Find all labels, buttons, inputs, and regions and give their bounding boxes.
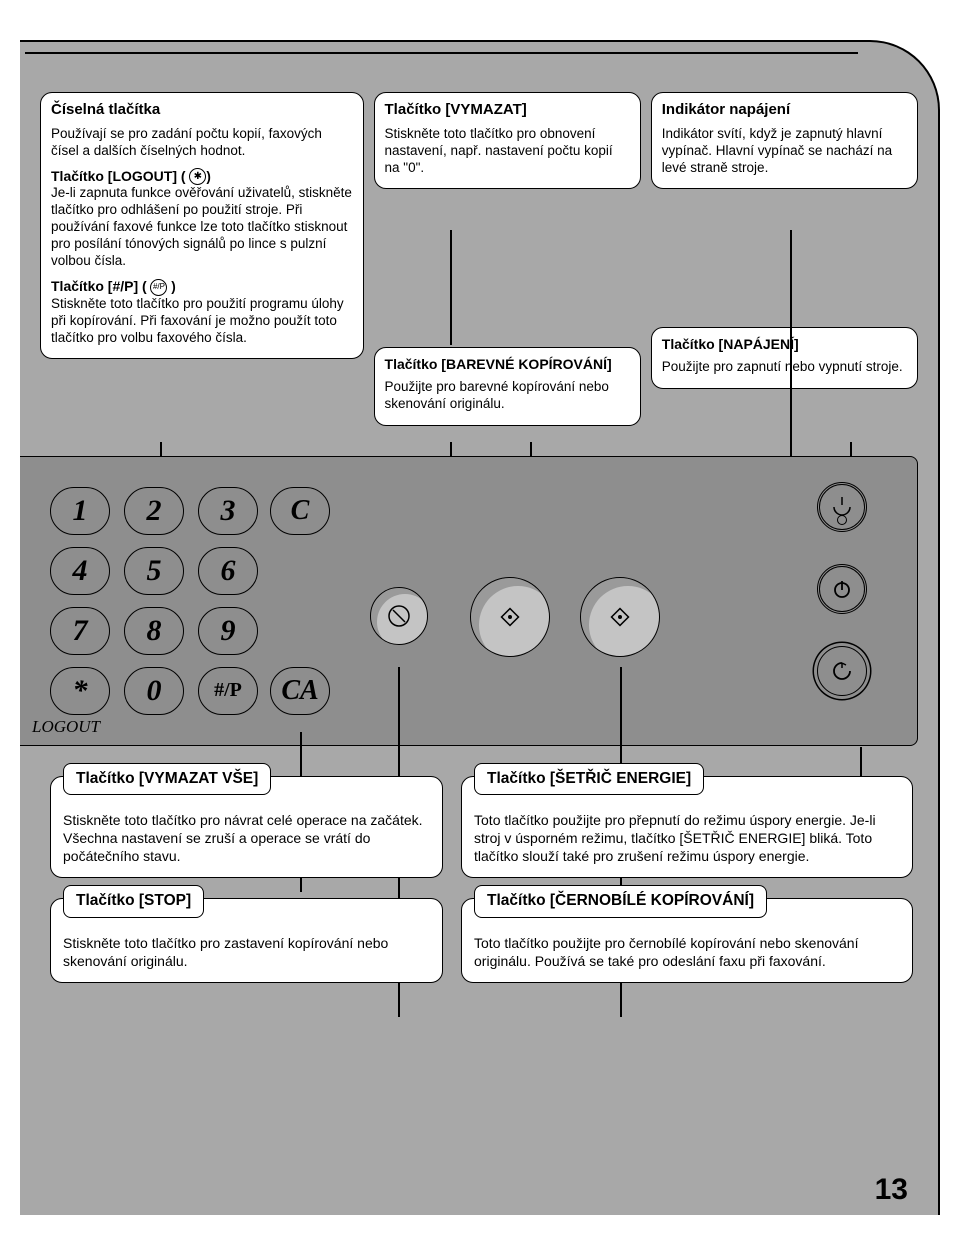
callout-clear: Tlačítko [VYMAZAT] Stiskněte toto tlačít… (374, 92, 641, 189)
power-led (837, 515, 847, 525)
top-callouts: Číselná tlačítka Používají se pro zadání… (20, 92, 938, 426)
key-hash-p[interactable]: #/P (198, 667, 258, 715)
control-panel: 1 2 3 4 5 6 7 8 9 * 0 #/P C CA LOGOUT (20, 456, 918, 746)
numeric-keypad: 1 2 3 4 5 6 7 8 9 * 0 #/P (50, 487, 258, 715)
color-copy-button[interactable] (470, 577, 550, 657)
hash-p-icon: #/P (150, 279, 167, 296)
key-star[interactable]: * (50, 667, 110, 715)
callout-body: Použijte pro zapnutí nebo vypnutí stroje… (662, 359, 907, 376)
callout-title: Tlačítko [VYMAZAT] (385, 101, 630, 120)
callout-body: Stiskněte toto tlačítko pro zastavení ko… (63, 934, 430, 970)
callout-body: Toto tlačítko použijte pro přepnutí do r… (474, 811, 900, 866)
callout-body: Používají se pro zadání počtu kopií, fax… (51, 126, 353, 160)
energy-saver-button[interactable] (817, 646, 867, 696)
callout-body: Indikátor svítí, když je zapnutý hlavní … (662, 126, 907, 177)
key-6[interactable]: 6 (198, 547, 258, 595)
bottom-callouts: Tlačítko [VYMAZAT VŠE] Stiskněte toto tl… (20, 776, 938, 983)
bw-copy-button[interactable] (580, 577, 660, 657)
manual-page: Číselná tlačítka Používají se pro zadání… (20, 40, 940, 1215)
diamond-start-icon (607, 604, 633, 630)
key-0[interactable]: 0 (124, 667, 184, 715)
callout-power-indicator: Indikátor napájení Indikátor svítí, když… (651, 92, 918, 189)
logout-body: Je-li zapnuta funkce ověřování uživatelů… (51, 185, 352, 268)
key-8[interactable]: 8 (124, 607, 184, 655)
callout-title: Tlačítko [ČERNOBÍLÉ KOPÍROVÁNÍ] (474, 885, 767, 917)
key-clear[interactable]: C (270, 487, 330, 535)
energy-saver-icon (831, 660, 853, 682)
stop-icon (388, 605, 410, 627)
page-number: 13 (875, 1173, 908, 1207)
callout-power-button: Tlačítko [NAPÁJENÍ] Použijte pro zapnutí… (651, 327, 918, 388)
key-4[interactable]: 4 (50, 547, 110, 595)
callout-body: Stiskněte toto tlačítko pro návrat celé … (63, 811, 430, 866)
key-2[interactable]: 2 (124, 487, 184, 535)
callout-title: Číselná tlačítka (51, 101, 353, 120)
callout-title: Tlačítko [VYMAZAT VŠE] (63, 763, 271, 795)
stop-button[interactable] (370, 587, 428, 645)
callout-title: Tlačítko [STOP] (63, 885, 204, 917)
callout-bw-copy: Tlačítko [ČERNOBÍLÉ KOPÍROVÁNÍ] Toto tla… (461, 898, 913, 983)
key-9[interactable]: 9 (198, 607, 258, 655)
callout-title: Tlačítko [NAPÁJENÍ] (662, 336, 907, 354)
right-button-stack (817, 482, 867, 696)
asterisk-icon: ✱ (189, 168, 206, 185)
callout-numeric-keys: Číselná tlačítka Používají se pro zadání… (40, 92, 364, 359)
logout-label: LOGOUT (32, 717, 100, 737)
key-clear-all[interactable]: CA (270, 667, 330, 715)
callout-body: Stiskněte toto tlačítko pro obnovení nas… (385, 126, 630, 177)
key-5[interactable]: 5 (124, 547, 184, 595)
key-7[interactable]: 7 (50, 607, 110, 655)
callout-color-copy: Tlačítko [BAREVNÉ KOPÍROVÁNÍ] Použijte p… (374, 347, 641, 425)
hashp-body: Stiskněte toto tlačítko pro použití prog… (51, 296, 344, 345)
callout-title: Tlačítko [ŠETŘIČ ENERGIE] (474, 763, 704, 795)
power-button[interactable] (817, 564, 867, 614)
power-icon (831, 578, 853, 600)
callout-energy-saver: Tlačítko [ŠETŘIČ ENERGIE] Toto tlačítko … (461, 776, 913, 879)
key-1[interactable]: 1 (50, 487, 110, 535)
callout-title: Tlačítko [BAREVNÉ KOPÍROVÁNÍ] (385, 356, 630, 374)
callout-title: Indikátor napájení (662, 101, 907, 120)
diamond-start-icon (497, 604, 523, 630)
callout-clear-all: Tlačítko [VYMAZAT VŠE] Stiskněte toto tl… (50, 776, 443, 879)
callout-stop: Tlačítko [STOP] Stiskněte toto tlačítko … (50, 898, 443, 983)
hashp-subtitle: Tlačítko [#/P] ( (51, 278, 147, 294)
callout-body: Toto tlačítko použijte pro černobílé kop… (474, 934, 900, 970)
logout-subtitle: Tlačítko [LOGOUT] ( (51, 168, 186, 184)
callout-body: Použijte pro barevné kopírování nebo ske… (385, 379, 630, 413)
key-3[interactable]: 3 (198, 487, 258, 535)
